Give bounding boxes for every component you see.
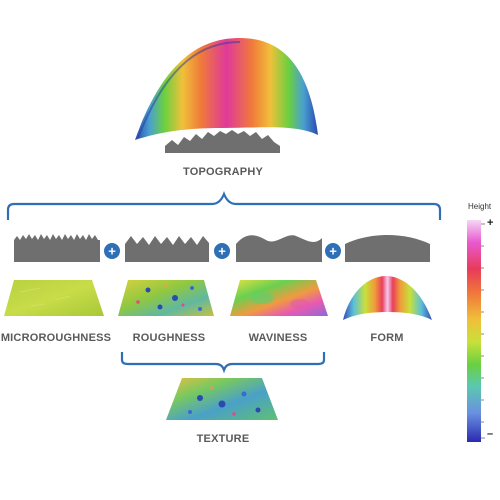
topography-surface [135, 38, 318, 140]
topography-label: TOPOGRAPHY [182, 166, 264, 178]
bottom-bracket [120, 352, 326, 374]
microroughness-label: MICROROUGHNESS [0, 332, 112, 344]
waviness-label: WAVINESS [248, 332, 308, 344]
roughness-profile [125, 236, 209, 262]
texture-label: TEXTURE [196, 433, 250, 445]
svg-text:+: + [218, 244, 226, 259]
microroughness-surface [4, 280, 104, 316]
height-color-scale [467, 220, 485, 442]
texture-surface [166, 378, 278, 420]
topography-profile [165, 130, 280, 153]
form-label: FORM [370, 332, 404, 344]
roughness-label: ROUGHNESS [132, 332, 206, 344]
waviness-surface [230, 280, 328, 316]
plus-operator-1: + [104, 243, 120, 259]
roughness-surface [118, 280, 214, 316]
height-scale-max-symbol: + [487, 217, 494, 229]
waviness-profile [236, 235, 322, 262]
form-profile [345, 235, 430, 262]
svg-text:+: + [329, 244, 337, 259]
height-scale-title: Height [468, 202, 492, 211]
microroughness-profile [14, 234, 100, 262]
svg-text:+: + [108, 244, 116, 259]
height-scale-min-symbol: – [487, 428, 494, 440]
form-surface [343, 276, 432, 320]
plus-operator-3: + [325, 243, 341, 259]
top-bracket [6, 191, 442, 220]
plus-operator-2: + [214, 243, 230, 259]
